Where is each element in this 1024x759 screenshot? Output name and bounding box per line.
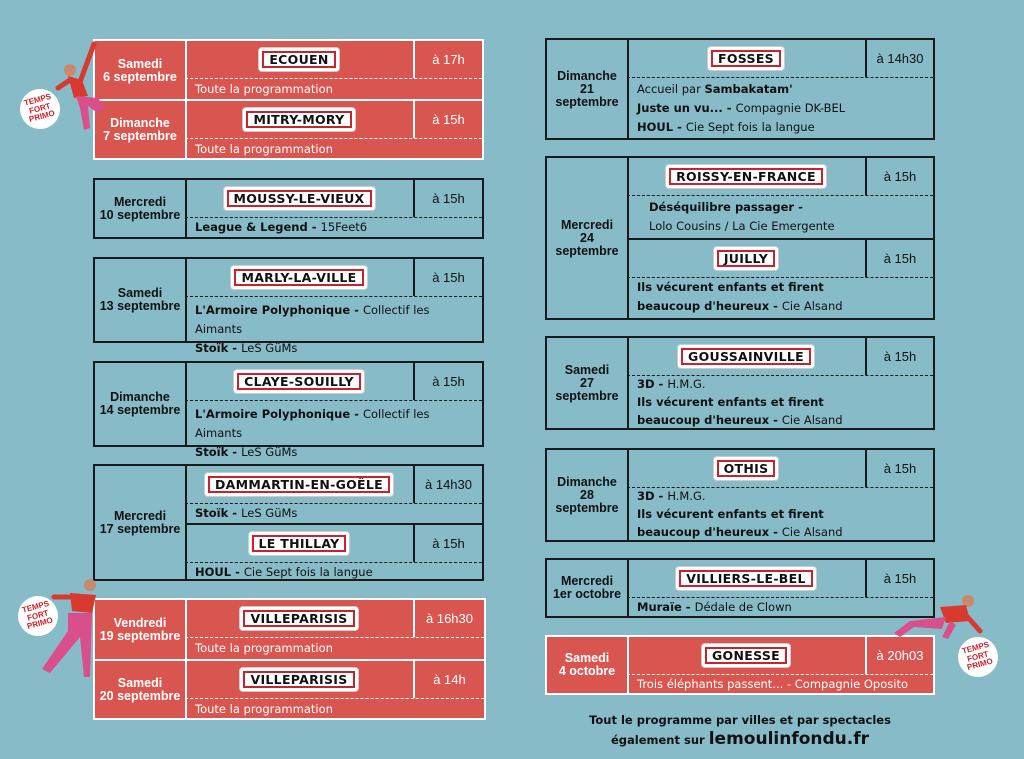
event-date: Samedi 4 octobre — [547, 637, 629, 693]
event-time: à 15h — [432, 191, 465, 206]
event-program: L'Armoire Polyphonique - Collectif les A… — [195, 407, 430, 459]
event-day: Dimanche — [110, 115, 170, 130]
event-time: à 15h — [432, 374, 465, 389]
event-card: Mercredi 10 septembre MOUSSY-LE-VIEUX à 1… — [93, 178, 484, 239]
event-program: League & Legend - 15Feet6 — [195, 220, 368, 234]
city-sign: JUILLY — [713, 247, 779, 270]
event-time: à 15h — [883, 349, 917, 364]
website-link[interactable]: lemoulinfondu.fr — [708, 729, 870, 749]
event-time: à 15h — [883, 461, 917, 476]
event-card-group-1: Samedi 6 septembre ECOUEN à 17h Toute la … — [93, 39, 484, 160]
event-time: à 15h — [432, 112, 465, 127]
event-program: 3D - H.M.G. Ils vécurent enfants et fire… — [637, 489, 843, 539]
event-date: Samedi 6 septembre — [95, 41, 187, 100]
event-date: Dimanche 7 septembre — [95, 101, 187, 158]
footer: Tout le programme par villes et par spec… — [545, 711, 935, 750]
event-card: Dimanche 14 septembre CLAYE-SOUILLY à 15h… — [93, 361, 484, 459]
event-date: Dimanche 28 septembre — [547, 450, 629, 540]
event-time: à 16h30 — [426, 611, 473, 626]
event-date-text: 7 septembre — [103, 128, 177, 143]
event-time: à 15h — [432, 536, 465, 551]
event-date: Vendredi 19 septembre — [95, 600, 187, 659]
event-time: à 14h — [433, 672, 466, 687]
city-sign: LE THILLAY — [248, 532, 350, 555]
city-sign: MITRY-MORY — [243, 108, 355, 131]
city-sign: FOSSES — [708, 47, 784, 70]
event-card: Samedi 27 septembre GOUSSAINVILLE à 15h 3… — [545, 336, 935, 430]
event-time: à 17h — [432, 52, 465, 67]
event-program: Toute la programmation — [195, 641, 333, 655]
event-date: Mercredi 10 septembre — [95, 180, 187, 237]
event-date: Dimanche 21 septembre — [547, 40, 629, 138]
event-time: à 15h — [432, 270, 465, 285]
event-program: Muraïe - Dédale de Clown — [637, 600, 792, 614]
event-date: Samedi 13 septembre — [95, 259, 187, 341]
city-sign: OTHIS — [713, 457, 779, 480]
city-sign: VILLEPARISIS — [240, 668, 358, 691]
event-card-group-2: Vendredi 19 septembre VILLEPARISIS à 16h3… — [93, 598, 486, 720]
event-program: Déséquilibre passager - Lolo Cousins / L… — [649, 200, 835, 233]
event-program: 3D - H.M.G. Ils vécurent enfants et fire… — [637, 377, 843, 427]
event-date: Samedi 20 septembre — [95, 661, 187, 718]
event-program: Stoïk - LeS GüMs — [195, 506, 298, 520]
city-sign: GONESSE — [702, 644, 790, 667]
event-time: à 15h — [883, 169, 917, 184]
event-time: à 20h03 — [876, 648, 924, 663]
event-date: Samedi 27 septembre — [547, 338, 629, 428]
event-program: Accueil par Sambakatam' Juste un vu... -… — [637, 82, 846, 134]
city-sign: VILLEPARISIS — [240, 607, 358, 630]
event-time: à 14h30 — [425, 477, 472, 492]
event-program: L'Armoire Polyphonique - Collectif les A… — [195, 303, 430, 355]
event-card: Dimanche 21 septembre FOSSES à 14h30 Accu… — [545, 38, 935, 140]
dancer-illustration — [42, 579, 96, 677]
footer-line: Tout le programme par villes et par spec… — [589, 713, 891, 727]
event-program: Toute la programmation — [195, 702, 333, 716]
city-sign: VILLIERS-LE-BEL — [676, 567, 816, 590]
dancer-illustration — [894, 595, 983, 639]
event-time: à 15h — [883, 251, 917, 266]
city-sign: MARLY-LA-VILLE — [231, 266, 367, 289]
event-card: Mercredi 24 septembre ROISSY-EN-FRANCE à … — [545, 156, 935, 320]
event-program: Toute la programmation — [195, 82, 333, 96]
city-sign: ECOUEN — [259, 48, 339, 71]
event-time: à 15h — [883, 571, 917, 586]
event-date: Mercredi 1er octobre — [547, 560, 629, 616]
event-time: à 14h30 — [876, 51, 924, 66]
event-date: Dimanche 14 septembre — [95, 363, 187, 445]
city-sign: DAMMARTIN-EN-GOËLE — [204, 473, 393, 496]
event-card: Mercredi 1er octobre VILLIERS-LE-BEL à 15… — [545, 558, 935, 618]
event-card: Dimanche 28 septembre OTHIS à 15h 3D - H.… — [545, 448, 935, 542]
event-program: Ils vécurent enfants et firent beaucoup … — [637, 280, 843, 313]
event-date-text: 6 septembre — [103, 69, 177, 84]
footer-line: également sur — [610, 733, 705, 747]
dancer-illustration — [55, 41, 106, 130]
event-card: Samedi 13 septembre MARLY-LA-VILLE à 15h … — [93, 257, 484, 355]
event-card: Mercredi 17 septembre DAMMARTIN-EN-GOËLE … — [93, 464, 484, 581]
city-sign: GOUSSAINVILLE — [678, 345, 814, 368]
event-card: Samedi 4 octobre GONESSE à 20h03 Trois él… — [545, 635, 935, 695]
city-sign: MOUSSY-LE-VIEUX — [223, 187, 375, 210]
event-program: Trois éléphants passent... - Compagnie O… — [637, 677, 908, 691]
city-sign: CLAYE-SOUILLY — [234, 370, 364, 393]
event-program: Toute la programmation — [195, 142, 333, 156]
event-date: Mercredi 17 septembre — [95, 466, 187, 579]
event-date: Mercredi 24 septembre — [547, 158, 629, 318]
city-sign: ROISSY-EN-FRANCE — [666, 165, 826, 188]
event-program: HOUL - Cie Sept fois la langue — [195, 565, 373, 579]
event-day: Samedi — [117, 56, 163, 71]
